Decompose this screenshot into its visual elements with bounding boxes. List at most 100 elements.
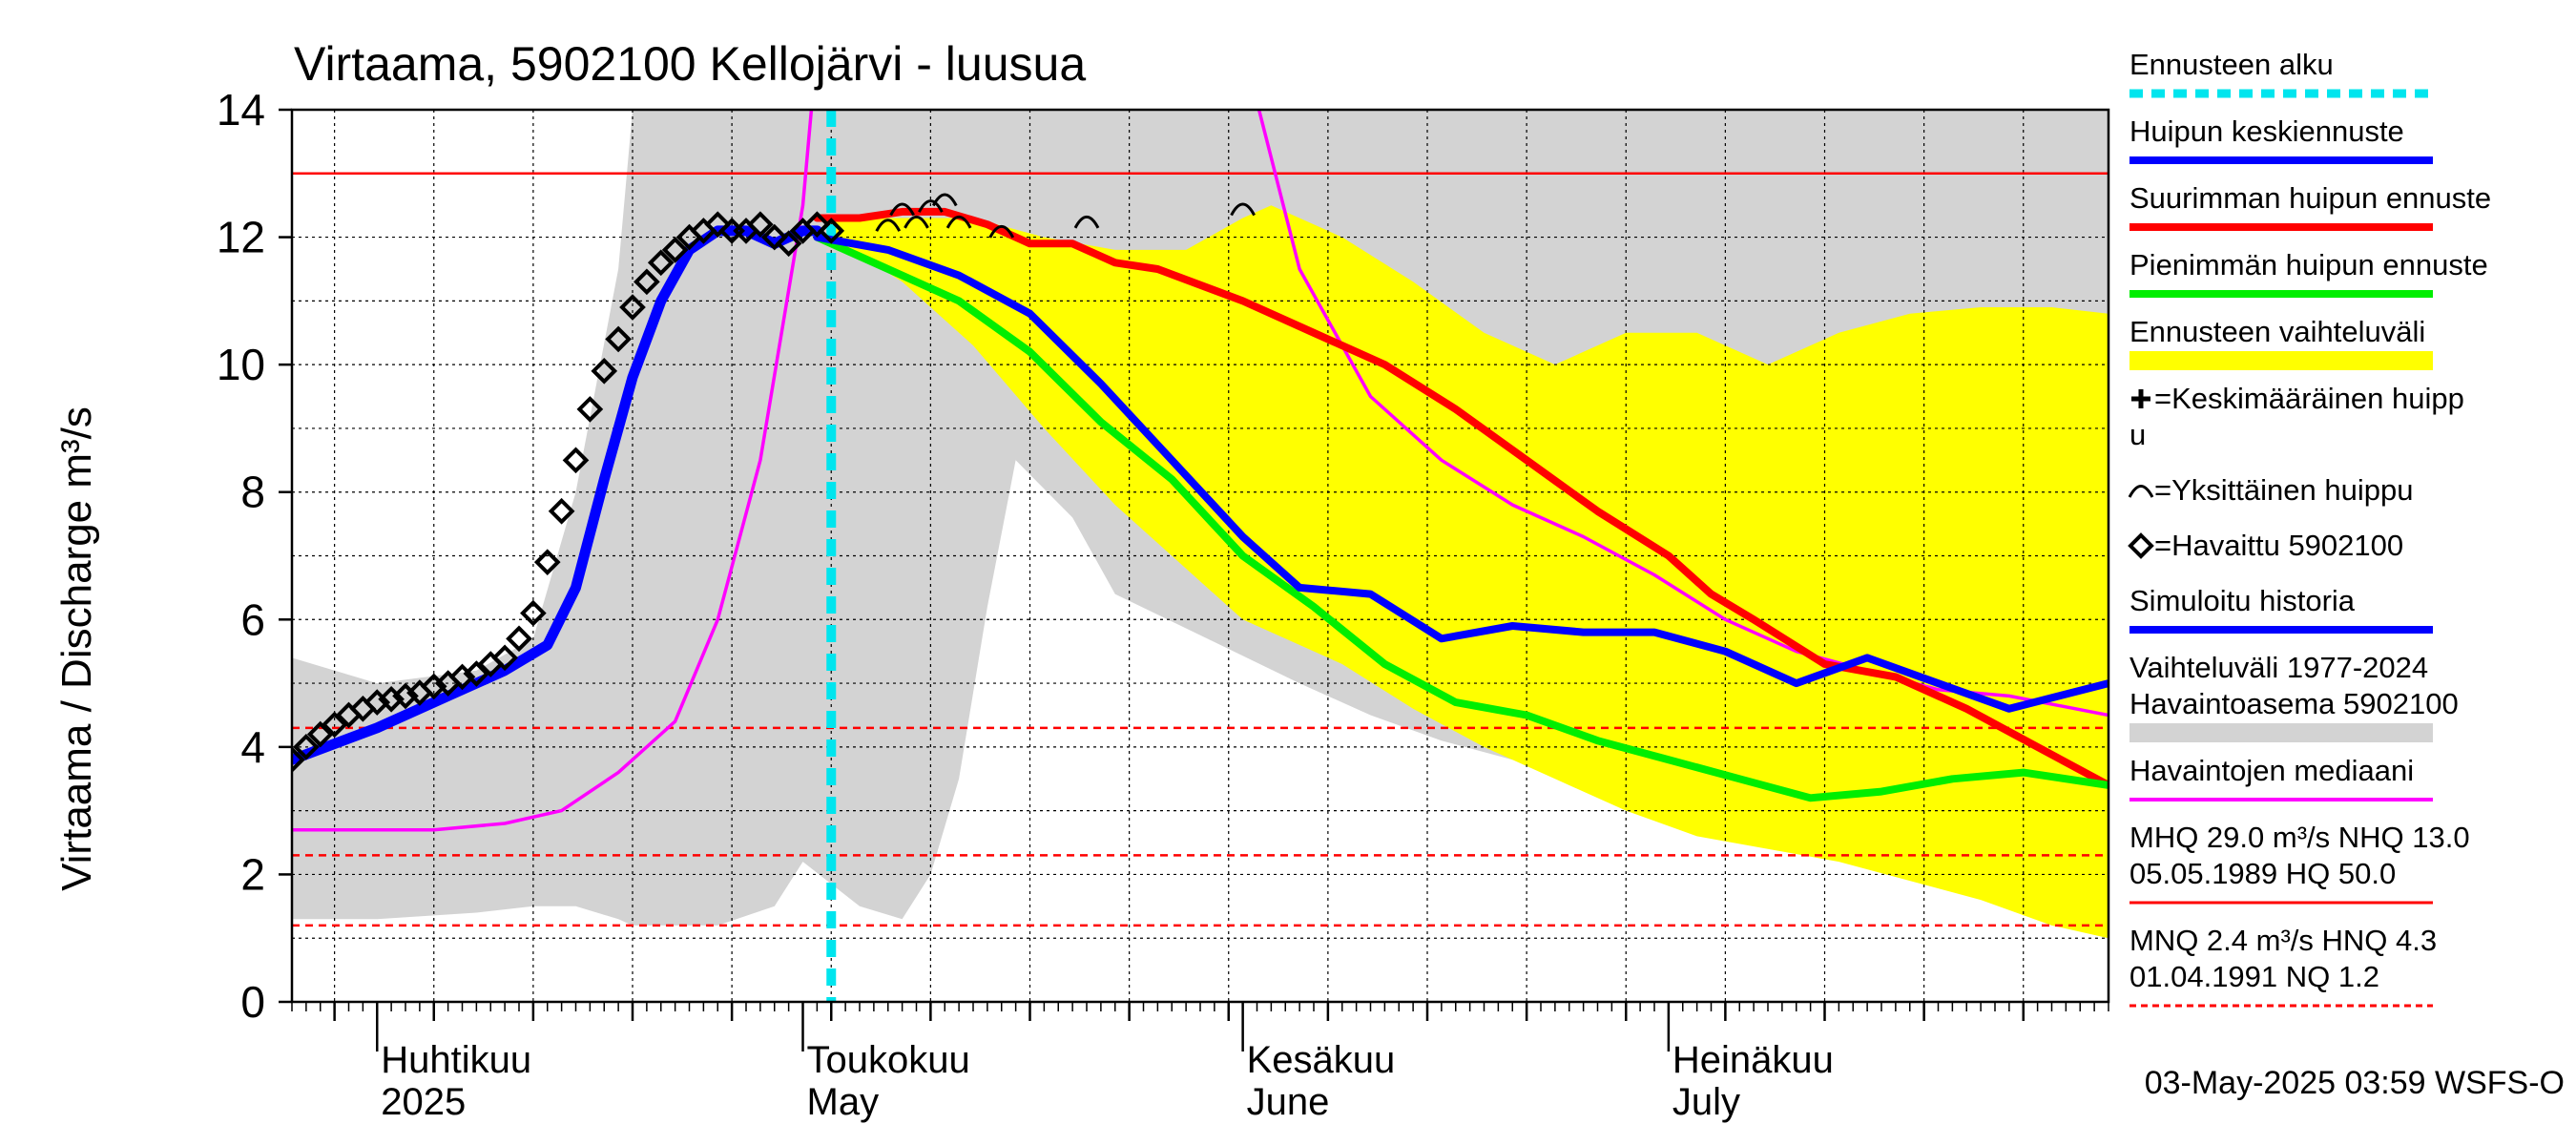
x-month-label-en: 2025	[381, 1081, 466, 1123]
observed-point	[661, 237, 689, 263]
observed-point	[818, 218, 845, 244]
single-peak-marker	[1230, 202, 1256, 217]
legend-label: Pienimmän huipun ennuste	[2129, 248, 2488, 281]
single-peak-marker	[931, 193, 958, 207]
observed-point	[420, 673, 447, 700]
legend-swatch	[2129, 351, 2433, 370]
legend-swatch	[2128, 532, 2154, 559]
legend-item: Simuloitu historia	[2129, 584, 2433, 634]
y-tick-label: 6	[240, 594, 265, 644]
footer-timestamp: 03-May-2025 03:59 WSFS-O	[2145, 1065, 2565, 1101]
legend-label: MNQ 2.4 m³/s HNQ 4.3	[2129, 924, 2437, 957]
single-peak-marker	[875, 219, 902, 232]
legend-item: Vaihteluväli 1977-2024 Havaintoasema 590…	[2129, 651, 2459, 742]
legend-swatch	[2128, 485, 2154, 498]
legend-label: Huipun keskiennuste	[2129, 114, 2404, 148]
observed-point	[605, 325, 632, 353]
legend-item: Pienimmän huipun ennuste	[2129, 248, 2488, 298]
legend-label-secondary: 05.05.1989 HQ 50.0	[2129, 857, 2396, 890]
x-month-label-fi: Huhtikuu	[381, 1039, 531, 1081]
legend-item: MHQ 29.0 m³/s NHQ 13.005.05.1989 HQ 50.0	[2129, 821, 2470, 905]
observed-point	[591, 357, 618, 385]
observed-point	[576, 396, 604, 423]
single-peak-marker	[988, 224, 1015, 239]
observed-point	[775, 230, 802, 258]
legend-label: Ennusteen vaihteluväli	[2129, 315, 2425, 348]
plot-area	[290, 108, 2110, 1004]
plot-layer	[292, 110, 2109, 1002]
observed-point	[760, 223, 788, 251]
observed-point	[306, 720, 334, 748]
legend-item: MNQ 2.4 m³/s HNQ 4.301.04.1991 NQ 1.2	[2129, 924, 2437, 1008]
min-peak-forecast-line	[813, 233, 2109, 802]
observed-point	[293, 734, 320, 760]
chart-title: Virtaama, 5902100 Kellojärvi - luusua	[294, 37, 1086, 91]
legend-label: =Havaittu 5902100	[2154, 529, 2403, 562]
legend-label-secondary: u	[2129, 418, 2146, 451]
legend-label: Ennusteen alku	[2129, 48, 2334, 81]
y-tick-label: 0	[240, 977, 265, 1027]
legend-label: MHQ 29.0 m³/s NHQ 13.0	[2129, 821, 2470, 854]
single-peak-marker	[918, 199, 944, 213]
x-month-label-fi: Toukokuu	[807, 1039, 970, 1081]
legend-swatch	[2131, 389, 2150, 408]
legend-item: =Yksittäinen huippu	[2128, 473, 2413, 507]
legend: Ennusteen alku Huipun keskiennuste Suurimm…	[2128, 48, 2491, 1008]
legend-item: =Havaittu 5902100	[2128, 529, 2403, 562]
y-tick-label: 8	[240, 468, 265, 517]
y-axis-label: Virtaama / Discharge m³/s	[53, 406, 100, 891]
observed-point	[548, 497, 575, 525]
y-tick-label: 14	[217, 85, 265, 135]
x-month-label-fi: Heinäkuu	[1672, 1039, 1834, 1081]
observed-point	[448, 663, 476, 691]
legend-item: Havaintojen mediaani	[2129, 754, 2433, 802]
observed-point	[378, 685, 405, 713]
x-month-label-en: May	[807, 1081, 880, 1123]
single-peak-marker	[1073, 215, 1100, 229]
x-month-label-en: July	[1672, 1081, 1740, 1123]
legend-label: Havaintojen mediaani	[2129, 754, 2414, 787]
y-tick-label: 12	[217, 213, 265, 262]
observed-point	[562, 447, 590, 474]
x-month-label-en: June	[1247, 1081, 1330, 1123]
observed-point	[463, 660, 490, 687]
observed-point	[292, 746, 305, 774]
x-month-label-fi: Kesäkuu	[1247, 1039, 1396, 1081]
observed-point	[803, 211, 831, 239]
legend-item: Huipun keskiennuste	[2129, 114, 2433, 164]
observed-point	[747, 211, 774, 239]
legend-label: =Yksittäinen huippu	[2154, 473, 2413, 507]
legend-item: =Keskimääräinen huippu	[2129, 382, 2464, 451]
forecast-range-band	[831, 205, 2109, 939]
legend-item: Suurimman huipun ennuste	[2129, 181, 2491, 231]
observed-point	[634, 268, 660, 296]
legend-label: =Keskimääräinen huipp	[2154, 382, 2464, 415]
observed-point	[392, 682, 419, 710]
y-tick-label: 10	[217, 340, 265, 389]
observed-point	[520, 599, 547, 627]
y-axis: 0 2 4 6 8 10 12 14	[217, 85, 292, 1027]
legend-label-secondary: 01.04.1991 NQ 1.2	[2129, 960, 2379, 993]
single-peak-marker	[904, 215, 929, 229]
observed-point	[704, 211, 732, 239]
observed-point	[647, 249, 675, 277]
observed-point	[533, 549, 561, 576]
legend-item: Ennusteen vaihteluväli	[2129, 315, 2433, 370]
observed-point	[491, 644, 518, 672]
mean-peak-forecast-line	[813, 233, 2109, 713]
legend-label: Simuloitu historia	[2129, 584, 2356, 617]
y-tick-label: 4	[240, 722, 265, 772]
observed-point	[321, 711, 348, 739]
single-peak-marker	[889, 202, 915, 217]
legend-label: Suurimman huipun ennuste	[2129, 181, 2491, 215]
single-peak-marker	[945, 215, 972, 229]
observed-point	[506, 625, 532, 653]
legend-swatch	[2129, 723, 2433, 742]
legend-label-secondary: Havaintoasema 5902100	[2129, 687, 2459, 720]
observed-point	[364, 689, 391, 716]
y-tick-label: 2	[240, 849, 265, 899]
legend-label: Vaihteluväli 1977-2024	[2129, 651, 2428, 684]
observed-point	[619, 294, 646, 321]
